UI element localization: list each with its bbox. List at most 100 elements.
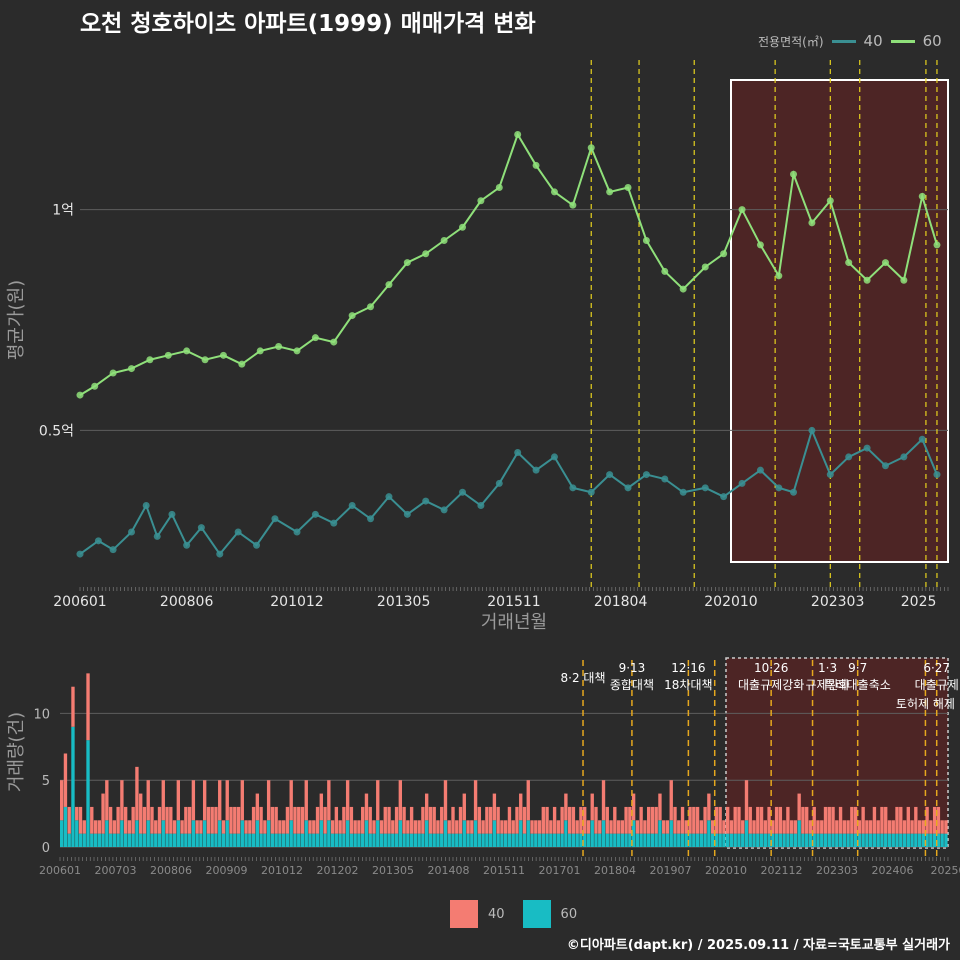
data-point-40 — [918, 435, 926, 443]
bar-60 — [925, 833, 929, 847]
bar-40 — [680, 806, 685, 834]
bar-60 — [737, 833, 741, 847]
bar-40 — [349, 806, 354, 834]
bar-60 — [90, 833, 94, 847]
data-point-40 — [756, 466, 764, 474]
top-legend: 전용면적(㎡) 40 60 — [758, 30, 942, 52]
bar-60 — [880, 833, 884, 847]
bar-60 — [868, 833, 873, 847]
top-x-tick-label: 201804 — [594, 594, 648, 610]
bar-60 — [680, 833, 685, 847]
bar-40 — [440, 806, 444, 834]
bar-60 — [259, 833, 263, 847]
bar-40 — [244, 820, 248, 834]
bar-60 — [342, 833, 346, 847]
bar-40 — [786, 806, 790, 834]
bar-60 — [511, 833, 515, 847]
bar-60 — [500, 833, 504, 847]
bar-60 — [398, 820, 403, 847]
bar-40 — [93, 820, 98, 834]
data-point-40 — [550, 453, 558, 461]
bar-40 — [379, 820, 384, 834]
bar-60 — [496, 833, 500, 847]
bar-60 — [504, 833, 508, 847]
bar-40 — [364, 793, 369, 821]
bar-60 — [199, 833, 203, 847]
bar-60 — [876, 833, 880, 847]
data-point-40 — [422, 497, 430, 505]
bar-60 — [560, 833, 564, 847]
top-legend-label-40: 40 — [863, 32, 883, 50]
bar-40 — [443, 780, 448, 821]
bar-40 — [338, 820, 342, 834]
bottom-legend-swatch-60 — [522, 900, 551, 928]
data-point-40 — [775, 484, 783, 492]
data-point-60 — [146, 356, 154, 364]
bar-60 — [643, 833, 647, 847]
bar-40 — [868, 820, 873, 834]
bar-60 — [492, 820, 497, 847]
bar-60 — [786, 833, 790, 847]
data-point-40 — [234, 528, 242, 536]
bar-40 — [120, 780, 124, 821]
bar-40 — [650, 806, 655, 834]
bar-60 — [605, 833, 609, 847]
bar-40 — [221, 820, 226, 834]
bar-40 — [534, 820, 538, 834]
bar-40 — [458, 806, 463, 834]
data-point-40 — [440, 506, 448, 514]
bar-60 — [409, 833, 414, 847]
bar-60 — [835, 833, 839, 847]
policy-annotation: 8·2 대책 — [561, 670, 606, 685]
bar-40 — [334, 806, 339, 834]
bar-40 — [330, 820, 335, 834]
bar-60 — [673, 833, 677, 847]
bar-40 — [643, 820, 647, 834]
data-point-40 — [661, 475, 669, 483]
bar-40 — [515, 806, 519, 834]
bottom-x-tick-label: 200703 — [95, 864, 137, 877]
bar-60 — [575, 833, 579, 847]
data-point-60 — [201, 356, 209, 364]
bar-40 — [485, 806, 489, 834]
bar-40 — [616, 820, 621, 834]
bar-60 — [590, 820, 594, 847]
data-point-40 — [348, 502, 356, 509]
data-point-40 — [808, 426, 816, 434]
bar-60 — [552, 833, 557, 847]
bar-60 — [458, 833, 463, 847]
bottom-x-tick-label: 201804 — [594, 864, 636, 877]
bar-60 — [846, 833, 850, 847]
bar-60 — [443, 820, 448, 847]
bar-60 — [406, 833, 410, 847]
bar-40 — [541, 806, 545, 834]
bar-40 — [481, 820, 485, 834]
policy-annotation: 토허제 해제 — [896, 697, 955, 711]
bar-60 — [112, 833, 117, 847]
bottom-x-tick-label: 202112 — [761, 864, 803, 877]
bar-60 — [60, 820, 64, 847]
bar-60 — [424, 820, 429, 847]
bar-60 — [526, 820, 530, 847]
bar-40 — [248, 820, 252, 834]
bar-40 — [78, 806, 83, 834]
bar-60 — [564, 820, 568, 847]
bar-60 — [176, 820, 181, 847]
bar-60 — [646, 833, 651, 847]
bar-40 — [229, 806, 233, 834]
data-point-60 — [256, 347, 264, 355]
bar-40 — [914, 806, 918, 834]
bar-40 — [876, 820, 880, 834]
data-point-40 — [253, 541, 261, 549]
data-point-40 — [881, 462, 889, 470]
bar-60 — [857, 833, 862, 847]
bar-40 — [865, 820, 869, 834]
bar-60 — [236, 833, 241, 847]
data-point-60 — [863, 276, 871, 284]
bar-60 — [368, 833, 372, 847]
bar-40 — [823, 806, 828, 834]
bar-40 — [793, 820, 798, 834]
bar-60 — [255, 820, 260, 847]
data-point-60 — [495, 184, 503, 191]
bar-60 — [440, 833, 444, 847]
